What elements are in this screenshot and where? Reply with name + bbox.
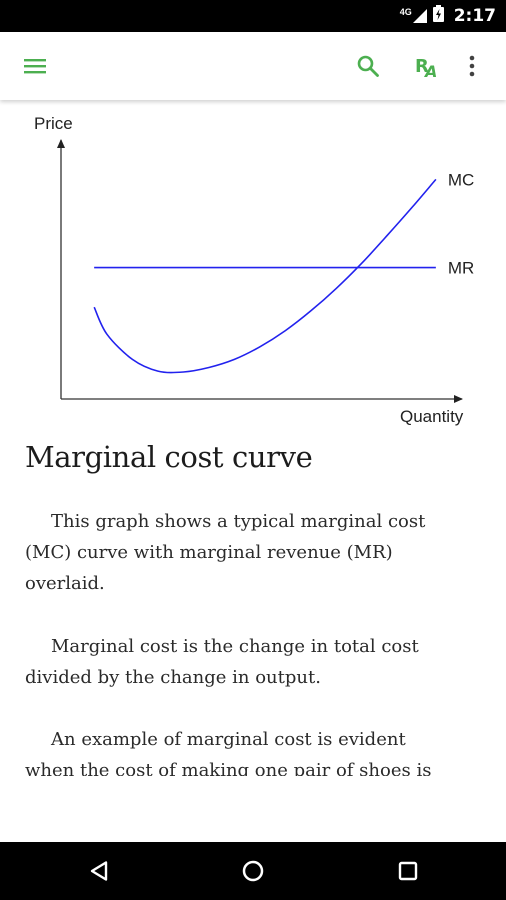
app-bar: R A (0, 32, 506, 100)
signal-icon: 4G (399, 7, 427, 23)
font-size-icon: R A (415, 56, 437, 79)
recents-button[interactable] (385, 848, 431, 894)
recents-icon (398, 861, 418, 881)
chart-svg: Price Quantity MC MR (34, 114, 474, 426)
article-content[interactable]: Price Quantity MC MR Marginal cost curve … (0, 100, 506, 776)
series-layer: MC MR (93, 170, 474, 374)
mr-series-label: MR (448, 259, 474, 278)
more-options-button[interactable] (448, 42, 496, 90)
mc-series-label: MC (448, 170, 474, 189)
marginal-cost-chart: Price Quantity MC MR (0, 100, 506, 430)
home-icon (242, 860, 264, 882)
navigation-bar (0, 842, 506, 900)
battery-icon (432, 5, 444, 27)
search-icon (357, 55, 379, 77)
search-button[interactable] (344, 42, 392, 90)
article-paragraph-3: An example of marginal cost is evident w… (25, 729, 432, 776)
more-vert-icon (469, 55, 475, 77)
y-axis-label: Price (34, 114, 73, 133)
x-axis-label: Quantity (400, 407, 464, 426)
back-button[interactable] (76, 848, 122, 894)
font-size-button[interactable]: R A (403, 42, 451, 90)
menu-icon (24, 59, 46, 74)
network-type: 4G (399, 7, 412, 17)
clock: 2:17 (453, 6, 496, 26)
back-icon (90, 861, 108, 881)
article-title: Marginal cost curve (25, 440, 313, 474)
mc-curve (93, 178, 437, 374)
article-paragraph-2: Marginal cost is the change in total cos… (25, 636, 419, 688)
article-paragraph-1: This graph shows a typical marginal cost… (25, 511, 426, 594)
svg-text:R: R (415, 56, 429, 77)
menu-button[interactable] (11, 42, 59, 90)
svg-text:A: A (423, 62, 437, 79)
status-bar: 4G 2:17 (0, 0, 506, 32)
home-button[interactable] (230, 848, 276, 894)
